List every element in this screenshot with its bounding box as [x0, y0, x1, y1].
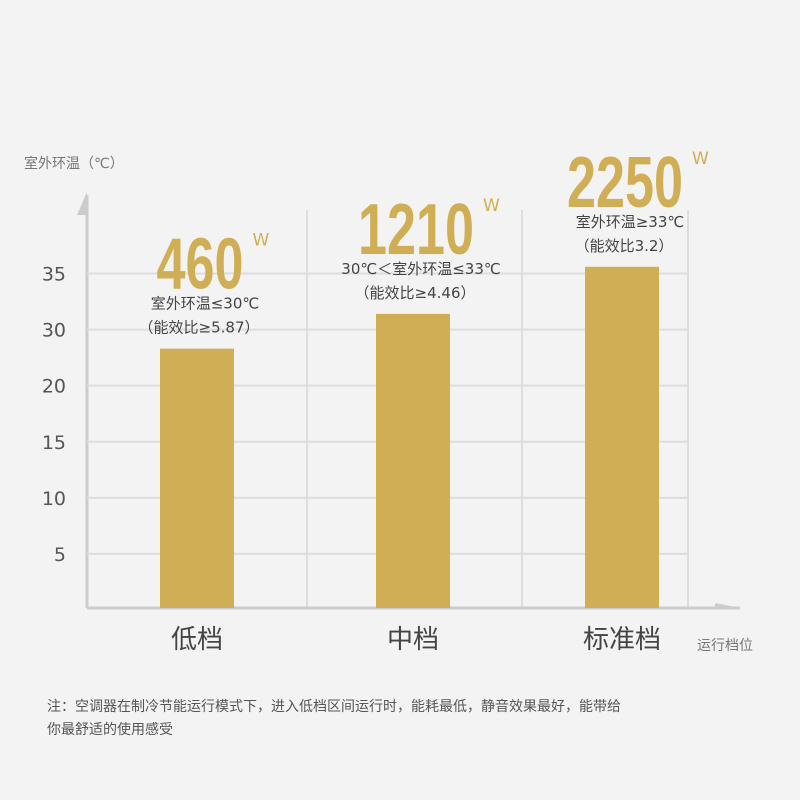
y-tick-label: 35 — [42, 264, 66, 286]
y-axis-arrow — [77, 192, 87, 215]
power-value: 1210 — [358, 190, 474, 270]
annotation: （能效比3.2） — [575, 237, 674, 255]
x-tick-label: 标准档 — [583, 625, 661, 655]
x-tick-label: 中档 — [387, 625, 439, 655]
bar — [160, 348, 234, 608]
bar — [376, 313, 450, 608]
y-tick-label: 15 — [42, 432, 66, 454]
x-axis-arrow — [715, 603, 740, 608]
x-axis-label: 运行档位 — [697, 638, 753, 654]
y-tick-label: 30 — [42, 320, 66, 342]
y-axis-label: 室外环温（℃） — [24, 155, 124, 172]
note: 你最舒适的使用感受 — [47, 721, 173, 738]
x-tick-label: 低档 — [171, 625, 223, 655]
annotation: （能效比≥5.87） — [139, 319, 260, 337]
annotation: 室外环温≥33℃ — [576, 213, 685, 231]
annotation: 30℃＜室外环温≤33℃ — [341, 260, 500, 278]
power-value: 2250 — [567, 143, 683, 223]
y-tick-label: 5 — [54, 544, 66, 566]
power-value: 460 — [157, 225, 244, 305]
annotation: （能效比≥4.46） — [355, 284, 476, 302]
power-unit: W — [483, 196, 500, 216]
y-tick-label: 10 — [42, 488, 66, 510]
power-unit: W — [253, 231, 270, 251]
y-tick-label: 20 — [42, 376, 66, 398]
bar — [585, 266, 659, 608]
power-unit: W — [692, 149, 709, 169]
annotation: 室外环温≤30℃ — [151, 295, 260, 313]
note: 注：空调器在制冷节能运行模式下，进入低档区间运行时，能耗最低，静音效果最好，能带… — [47, 698, 621, 715]
